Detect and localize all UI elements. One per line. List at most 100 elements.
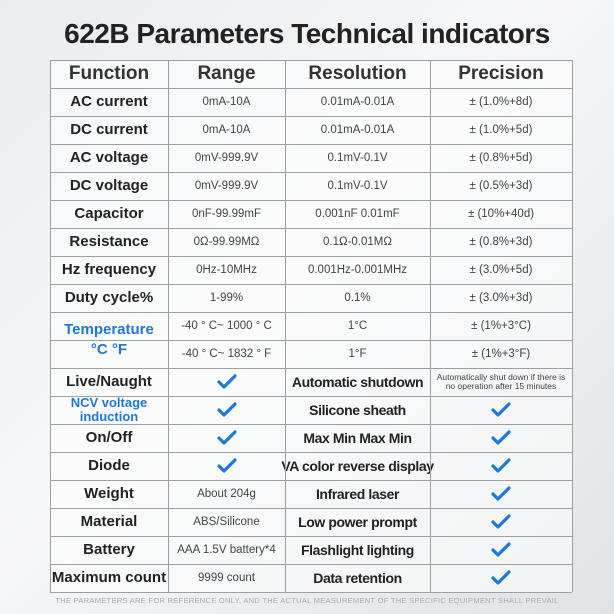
column-header: Range: [197, 63, 256, 85]
feature-label: Max Min Max Min: [303, 429, 412, 446]
temperature-text: Temperature: [64, 321, 154, 339]
param-value: ± (3.0%+3d): [469, 291, 533, 304]
function-label: Resistance: [69, 233, 149, 251]
param-value: 0mA-10A: [202, 95, 251, 108]
param-value: 0.1Ω-0.01MΩ: [323, 235, 392, 248]
feature-label: Material: [80, 513, 138, 531]
param-value: 0mV-999.9V: [194, 151, 259, 164]
param-value: ± (0.8%+3d): [469, 235, 533, 248]
param-value: ± (10%+40d): [467, 207, 535, 220]
param-value: 0.1mV-0.1V: [327, 179, 388, 192]
param-value: 0.001nF 0.01mF: [315, 207, 400, 220]
param-value: ± (1%+3°C): [471, 319, 531, 332]
feature-label: Infrared laser: [315, 485, 400, 502]
row-line: [50, 480, 572, 481]
column-line: [50, 60, 51, 592]
column-line: [572, 60, 573, 592]
row-line: [50, 424, 572, 425]
param-value: -40 ° C~ 1000 ° C: [181, 319, 272, 332]
row-line: [50, 172, 572, 173]
check-icon: [430, 396, 572, 424]
param-value: 1°C: [347, 319, 368, 332]
param-value: ± (1.0%+8d): [469, 95, 533, 108]
check-icon: [430, 564, 572, 592]
feature-value: About 204g: [197, 487, 256, 500]
table-panel: [50, 60, 572, 592]
row-line: [50, 452, 572, 453]
param-value: 0mA-10A: [202, 123, 251, 136]
row-line: [50, 592, 572, 593]
column-line: [285, 60, 286, 592]
param-value: 0.1mV-0.1V: [327, 151, 388, 164]
param-value: 0.01mA-0.01A: [320, 95, 395, 108]
row-line: [50, 312, 572, 313]
param-value: 1°F: [348, 347, 367, 360]
function-label: Hz frequency: [61, 261, 157, 279]
feature-label: Diode: [88, 457, 130, 475]
param-value: 1-99%: [209, 291, 244, 304]
function-label: Duty cycle%: [64, 289, 154, 307]
row-line: [50, 508, 572, 509]
title: 622B Parameters Technical indicators: [64, 18, 550, 49]
column-line: [168, 60, 169, 592]
check-icon: [168, 396, 285, 424]
feature-label: Battery: [83, 541, 135, 559]
feature-label: Flashlight lighting: [301, 541, 414, 558]
row-line: [50, 256, 572, 257]
row-line: [50, 144, 572, 145]
feature-label: Data retention: [313, 569, 402, 586]
row-line: [50, 340, 572, 341]
row-line: [50, 564, 572, 565]
column-header: Function: [68, 63, 150, 85]
param-value: ± (0.8%+5d): [469, 151, 533, 164]
feature-label: NCV voltage induction: [70, 395, 148, 424]
feature-label: Automatic shutdown: [291, 373, 424, 390]
function-label: DC voltage: [69, 177, 149, 195]
param-value: -40 ° C~ 1832 ° F: [181, 347, 272, 360]
feature-label: VA color reverse display: [281, 457, 434, 474]
row-line: [50, 60, 572, 61]
param-value: 0.001Hz-0.001MHz: [307, 263, 408, 276]
function-label: AC current: [70, 93, 148, 111]
param-value: 0.1%: [344, 291, 371, 304]
feature-value: ABS/Silicone: [193, 515, 260, 528]
check-icon: [430, 452, 572, 480]
check-icon: [168, 452, 285, 480]
param-value: ± (1.0%+5d): [469, 123, 533, 136]
check-icon: [168, 424, 285, 452]
param-value: ± (0.5%+3d): [469, 179, 533, 192]
param-value: ± (1%+3°F): [471, 347, 531, 360]
feature-label: Low power prompt: [298, 513, 417, 530]
feature-label: Silicone sheath: [309, 401, 406, 418]
row-line: [50, 396, 572, 397]
function-label: DC current: [70, 121, 148, 139]
temperature-text: °C °F: [90, 341, 128, 358]
feature-label: Weight: [84, 485, 134, 503]
row-line: [50, 368, 572, 369]
check-icon: [430, 508, 572, 536]
feature-value: Automatically shut down if there is no o…: [436, 372, 566, 391]
function-label: Capacitor: [74, 205, 144, 223]
row-line: [50, 200, 572, 201]
row-line: [50, 228, 572, 229]
check-icon: [430, 536, 572, 564]
feature-label: On/Off: [85, 429, 133, 447]
feature-label: Live/Naught: [66, 373, 152, 391]
row-line: [50, 284, 572, 285]
feature-value: 9999 count: [198, 571, 255, 584]
check-icon: [168, 368, 285, 396]
function-label: AC voltage: [69, 149, 149, 167]
column-line: [430, 60, 431, 592]
temperature-label: Temperature °C °F: [50, 312, 168, 368]
param-value: 0Ω-99.99MΩ: [193, 235, 260, 248]
param-value: 0.01mA-0.01A: [320, 123, 395, 136]
column-header: Precision: [458, 63, 544, 85]
param-value: 0nF-99.99mF: [191, 207, 262, 220]
param-value: 0mV-999.9V: [194, 179, 259, 192]
check-icon: [430, 480, 572, 508]
row-line: [50, 116, 572, 117]
feature-value: AAA 1.5V battery*4: [177, 543, 276, 556]
feature-label: Maximum count: [51, 569, 167, 587]
check-icon: [430, 424, 572, 452]
